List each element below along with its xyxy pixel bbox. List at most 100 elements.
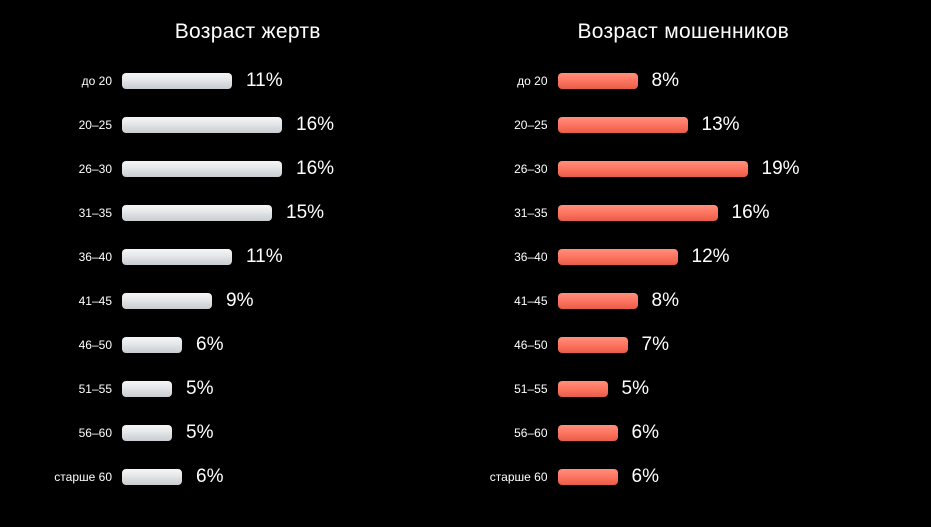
bar-wrap: 6% [558,466,659,488]
bar [122,161,282,177]
row-value: 9% [226,290,253,312]
bar-wrap: 6% [122,334,223,356]
row-label: 36–40 [40,250,122,264]
bar [122,249,232,265]
panel-fraudsters: Возраст мошенников до 208%20–2513%26–301… [466,20,902,507]
row-label: 26–30 [40,162,122,176]
row-label: 41–45 [40,294,122,308]
bar [122,425,172,441]
bar-wrap: 12% [558,246,730,268]
row-label: 31–35 [40,206,122,220]
row-label: 51–55 [476,382,558,396]
row-label: 51–55 [40,382,122,396]
row-label: 41–45 [476,294,558,308]
row-value: 5% [622,378,649,400]
row-value: 16% [732,202,770,224]
row-label: 26–30 [476,162,558,176]
chart-container: Возраст жертв до 2011%20–2516%26–3016%31… [0,0,931,527]
row-label: 20–25 [40,118,122,132]
bar-row: 20–2516% [40,116,466,134]
row-value: 7% [642,334,669,356]
bar-row: до 2011% [40,72,466,90]
bar-wrap: 13% [558,114,740,136]
bar [558,73,638,89]
bar-row: 36–40 11% [40,248,466,266]
bar [558,381,608,397]
bar-row: 26–30 16% [40,160,466,178]
bar [122,293,212,309]
bar [558,249,678,265]
bar [558,337,628,353]
bar-wrap: 16% [122,114,334,136]
bar [122,205,272,221]
bar [122,381,172,397]
row-label: 46–50 [476,338,558,352]
row-value: 11% [246,246,283,268]
bar [122,73,232,89]
row-value: 19% [762,158,800,180]
bar-wrap: 19% [558,158,800,180]
bar-wrap: 5% [122,422,213,444]
bar [122,337,182,353]
panel-title-victims: Возраст жертв [30,20,466,44]
row-label: 36–40 [476,250,558,264]
row-value: 6% [632,422,659,444]
bar-wrap: 6% [558,422,659,444]
row-value: 12% [692,246,730,268]
bar-wrap: 8% [558,290,679,312]
bar-wrap: 9% [122,290,253,312]
bar-wrap: 5% [558,378,649,400]
row-value: 5% [186,378,213,400]
bar-wrap: 16% [558,202,770,224]
bar [558,161,748,177]
bar-row: 46–50 6% [40,336,466,354]
bar-row: старше 60 6% [476,468,902,486]
bar-row: старше 60 6% [40,468,466,486]
row-value: 6% [196,334,223,356]
bar [122,469,182,485]
row-label: старше 60 [476,470,558,484]
row-label: старше 60 [40,470,122,484]
bar-wrap: 16% [122,158,334,180]
bar-wrap: 11% [122,70,283,92]
bar-row: 41–45 9% [40,292,466,310]
bar-wrap: 11% [122,246,283,268]
bar [558,425,618,441]
bar [558,117,688,133]
bar [122,117,282,133]
row-value: 16% [296,158,334,180]
bar [558,469,618,485]
row-value: 6% [632,466,659,488]
rows-fraudsters: до 20 8% 20–2513% 26–30 19% 31–35 16% 36–40 12% 4… [466,72,902,486]
row-value: 8% [652,70,679,92]
row-label: 46–50 [40,338,122,352]
bar-row: до 20 8% [476,72,902,90]
row-label: до 20 [476,74,558,88]
bar-row: 51–55 5% [40,380,466,398]
row-value: 8% [652,290,679,312]
bar-wrap: 6% [122,466,223,488]
row-label: 56–60 [476,426,558,440]
bar-row: 36–40 12% [476,248,902,266]
bar-wrap: 5% [122,378,213,400]
row-value: 6% [196,466,223,488]
row-value: 11% [246,70,283,92]
bar-row: 31–35 15% [40,204,466,222]
bar-row: 46–50 7% [476,336,902,354]
bar-row: 26–30 19% [476,160,902,178]
row-value: 5% [186,422,213,444]
row-label: 31–35 [476,206,558,220]
bar-row: 31–35 16% [476,204,902,222]
row-label: 20–25 [476,118,558,132]
bar-row: 20–2513% [476,116,902,134]
bar [558,205,718,221]
bar-row: 56–60 5% [40,424,466,442]
row-value: 15% [286,202,324,224]
panel-victims: Возраст жертв до 2011%20–2516%26–3016%31… [30,20,466,507]
bar-row: 51–55 5% [476,380,902,398]
row-label: 56–60 [40,426,122,440]
bar-wrap: 15% [122,202,324,224]
bar-row: 41–45 8% [476,292,902,310]
bar-row: 56–60 6% [476,424,902,442]
rows-victims: до 2011%20–2516%26–3016%31–3515%36–4011%… [30,72,466,486]
